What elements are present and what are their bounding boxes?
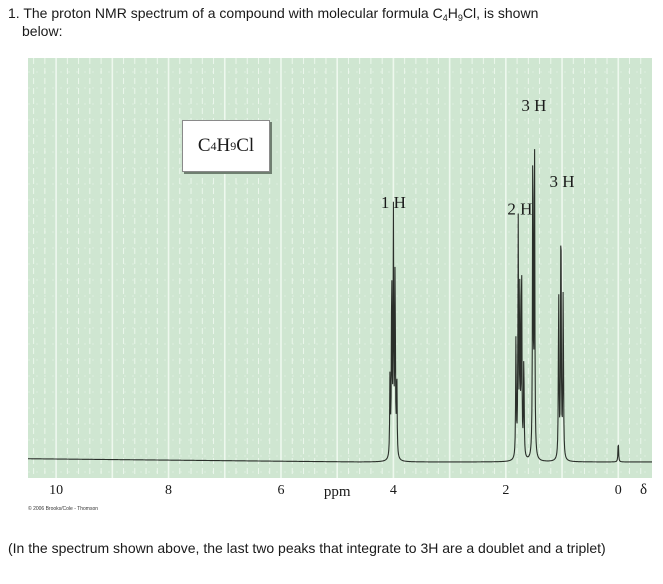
x-tick-label: 2 <box>502 483 509 498</box>
formula-h: H <box>216 135 231 156</box>
x-tick-label: 10 <box>49 483 63 498</box>
peak-integration-label: 2 H <box>507 200 532 219</box>
question-text: 1. The proton NMR spectrum of a compound… <box>8 4 628 40</box>
peak-integration-label: 3 H <box>550 172 575 191</box>
question-line1: The proton NMR spectrum of a compound wi… <box>23 5 443 21</box>
copyright-text: © 2006 Brooks/Cole - Thomson <box>28 505 98 512</box>
nmr-spectrum-figure: 1 H 2 H 3 H 3 H 10 8 6 4 2 0 ppm δ © 2006 Brooks/Col… <box>28 58 652 520</box>
question-line2: below: <box>22 23 63 39</box>
question-line1-end: Cl, is shown <box>462 5 539 21</box>
footnote-text: (In the spectrum shown above, the last t… <box>8 540 606 556</box>
question-number: 1. <box>8 5 20 21</box>
formula-h: H <box>447 5 458 21</box>
formula-sub-9: 9 <box>457 13 463 23</box>
x-tick-label: 0 <box>615 483 622 498</box>
formula-sub-4: 4 <box>442 13 448 23</box>
formula-label-box: C 4 H 9 Cl <box>182 120 270 172</box>
x-axis-label: ppm <box>324 484 351 500</box>
formula-cl: Cl <box>236 135 255 156</box>
x-tick-label: 8 <box>165 483 172 498</box>
x-tick-label: 6 <box>277 483 284 498</box>
peak-integration-label: 1 H <box>381 193 406 212</box>
peak-integration-label: 3 H <box>521 96 546 115</box>
formula-c: C <box>197 135 211 156</box>
nmr-spectrum-chart: 1 H 2 H 3 H 3 H 10 8 6 4 2 0 ppm δ © 2006 Brooks/Col… <box>28 58 652 512</box>
spectrum-trace <box>28 149 652 463</box>
delta-symbol: δ <box>640 482 647 498</box>
x-tick-label: 4 <box>390 483 397 498</box>
